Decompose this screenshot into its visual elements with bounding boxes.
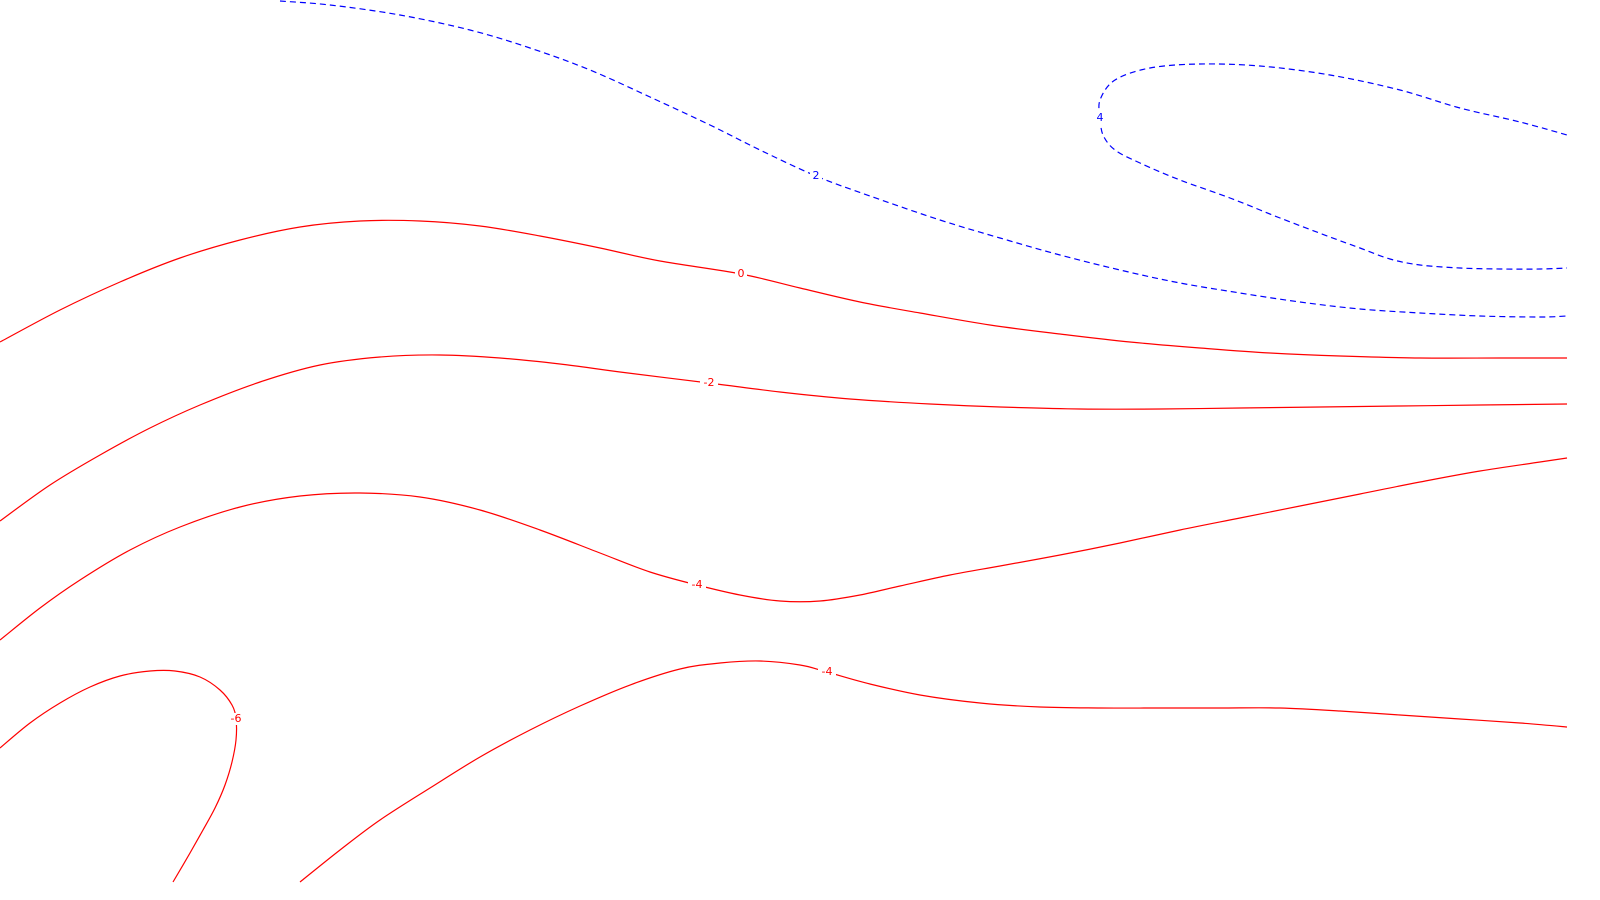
contour-line-level-2: [279, 0, 1568, 318]
contour-label-level-4-loop-bg: [1094, 112, 1106, 124]
contour-line-level-neg4-lower: [299, 660, 1568, 883]
contour-line-level-neg6: [0, 669, 238, 883]
contour-label-level-neg6-bg: [227, 713, 245, 725]
contour-label-level-neg2-bg: [700, 377, 718, 389]
contour-labels: 4 2 0 -2 -4 -4 -6: [227, 111, 1106, 725]
contour-lines: [0, 0, 1568, 883]
contour-label-level-neg6: -6: [231, 712, 242, 725]
contour-line-level-neg2: [0, 354, 1568, 522]
contour-label-level-4-loop: 4: [1097, 111, 1104, 124]
contour-label-level-neg4-lower: -4: [822, 665, 833, 678]
contour-line-level-neg4-upper: [0, 457, 1568, 641]
contour-label-level-0: 0: [738, 267, 745, 280]
contour-line-level-0: [0, 219, 1567, 359]
contour-label-level-0-bg: [735, 268, 747, 280]
contour-label-level-neg2: -2: [704, 376, 715, 389]
contour-line-level-4-loop-upper: [1098, 63, 1568, 136]
contour-label-level-neg4-upper-bg: [688, 579, 706, 591]
contour-label-level-2: 2: [813, 169, 820, 182]
contour-line-level-4-loop: [1099, 117, 1568, 270]
contour-label-level-neg4-upper: -4: [692, 578, 703, 591]
contour-label-level-2-bg: [810, 170, 822, 182]
contour-label-level-neg4-lower-bg: [818, 666, 836, 678]
